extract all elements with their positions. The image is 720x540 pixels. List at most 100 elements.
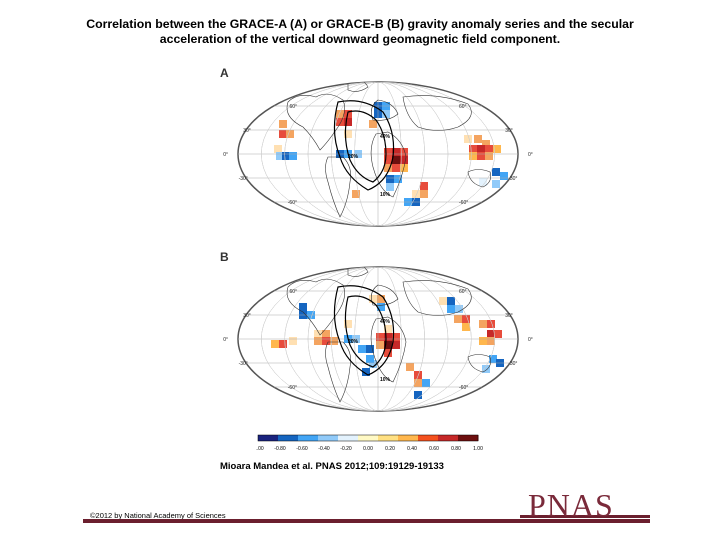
meridian-line <box>261 267 495 411</box>
anomaly-cell <box>282 152 290 160</box>
colorbar-tick-label: 0.60 <box>429 446 439 452</box>
anomaly-cell <box>414 371 422 379</box>
continent-outline <box>325 156 351 218</box>
latitude-label-left: -60° <box>288 385 297 391</box>
anomaly-cell <box>477 152 485 160</box>
latitude-label-right: 60° <box>459 289 467 295</box>
anomaly-cell <box>485 152 493 160</box>
latitude-label-left: 60° <box>289 289 297 295</box>
anomaly-cell <box>289 152 297 160</box>
anomaly-cell <box>414 379 422 387</box>
anomaly-cell <box>369 295 377 303</box>
contour-outer <box>333 100 395 191</box>
colorbar-tick-label: -1.00 <box>256 446 264 452</box>
anomaly-cell <box>276 152 284 160</box>
anomaly-cell <box>494 330 502 338</box>
anomaly-cell <box>422 379 430 387</box>
anomaly-cell <box>322 330 330 338</box>
colorbar-segment <box>278 435 299 441</box>
colorbar-tick-label: -0.40 <box>318 446 330 452</box>
anomaly-cell <box>485 145 493 153</box>
map-panel-a: 60° 60° 30° 30° 0° 0° -30° -30° -60° -60° 40% 20% 10… <box>223 81 533 227</box>
latitude-label-right: 60° <box>459 104 467 110</box>
anomaly-cell <box>289 337 297 345</box>
colorbar-tick-label: -0.80 <box>274 446 286 452</box>
meridian-line <box>284 267 472 411</box>
colorbar-segment <box>358 435 379 441</box>
anomaly-cell <box>482 140 490 148</box>
anomaly-cell <box>279 340 287 348</box>
anomaly-cell <box>392 148 400 156</box>
anomaly-cell <box>492 168 500 176</box>
continent-outline <box>370 131 407 198</box>
meridian-line <box>284 82 472 226</box>
anomaly-cell <box>286 130 294 138</box>
anomaly-cell <box>376 333 384 341</box>
anomaly-cell <box>314 337 322 345</box>
footer-rule <box>83 519 650 523</box>
anomaly-cell <box>299 303 307 311</box>
anomaly-cell <box>454 315 462 323</box>
citation: Mioara Mandea et al. PNAS 2012;109:19129… <box>220 461 444 472</box>
latitude-label-right: 30° <box>505 128 513 134</box>
anomaly-cell <box>386 175 394 183</box>
anomaly-cell <box>274 145 282 153</box>
anomaly-cell <box>384 164 392 172</box>
anomaly-cell <box>464 135 472 143</box>
colorbar-segment <box>458 435 479 441</box>
anomaly-cell <box>392 164 400 172</box>
colorbar-segment <box>318 435 339 441</box>
latitude-label-right: -60° <box>459 200 468 206</box>
anomaly-cell <box>376 341 384 349</box>
figure-title: Correlation between the GRACE-A (A) or G… <box>60 17 660 47</box>
anomaly-cell <box>462 315 470 323</box>
anomaly-cell <box>352 190 360 198</box>
latitude-label-left: 30° <box>243 128 251 134</box>
contour-label: 20% <box>348 339 359 345</box>
anomaly-cell <box>314 330 322 338</box>
anomaly-cell <box>477 145 485 153</box>
anomaly-cell <box>489 355 497 363</box>
copyright-notice: ©2012 by National Academy of Sciences <box>90 511 226 520</box>
anomaly-cell <box>414 391 422 399</box>
contour-inner <box>344 110 387 183</box>
anomaly-cell <box>482 365 490 373</box>
continent-outline <box>347 82 369 92</box>
latitude-label-left: 0° <box>223 152 228 158</box>
meridian-line <box>261 82 495 226</box>
anomaly-cell <box>336 110 344 118</box>
continent-outline <box>402 95 472 131</box>
anomaly-cell <box>271 340 279 348</box>
anomaly-cell <box>384 349 392 357</box>
colorbar-segment <box>398 435 419 441</box>
anomaly-cell <box>474 135 482 143</box>
continent-outline <box>370 316 407 383</box>
meridian-line <box>331 82 425 226</box>
anomaly-cell <box>487 330 495 338</box>
colorbar-tick-label: -0.60 <box>296 446 308 452</box>
anomaly-cell <box>500 172 508 180</box>
anomaly-cell <box>420 182 428 190</box>
anomaly-cell <box>469 145 477 153</box>
anomaly-cell <box>377 303 385 311</box>
anomaly-cell <box>362 368 370 376</box>
continent-outline <box>467 169 491 188</box>
colorbar-segment <box>258 435 279 441</box>
anomaly-cell <box>455 305 463 313</box>
latitude-label-left: -30° <box>239 361 248 367</box>
logo-rule <box>520 515 650 518</box>
anomaly-cell <box>400 156 408 164</box>
anomaly-cell <box>479 178 487 186</box>
anomaly-cell <box>487 320 495 328</box>
anomaly-cell <box>487 337 495 345</box>
colorbar-tick-label: 0.20 <box>385 446 395 452</box>
continent-outline <box>347 267 369 277</box>
continent-outline <box>467 354 491 373</box>
anomaly-cell <box>392 333 400 341</box>
anomaly-cell <box>366 345 374 353</box>
colorbar-tick-label: 0.40 <box>407 446 417 452</box>
anomaly-cell <box>384 333 392 341</box>
latitude-label-right: -30° <box>508 361 517 367</box>
anomaly-cell <box>344 320 352 328</box>
latitude-label-right: -30° <box>508 176 517 182</box>
